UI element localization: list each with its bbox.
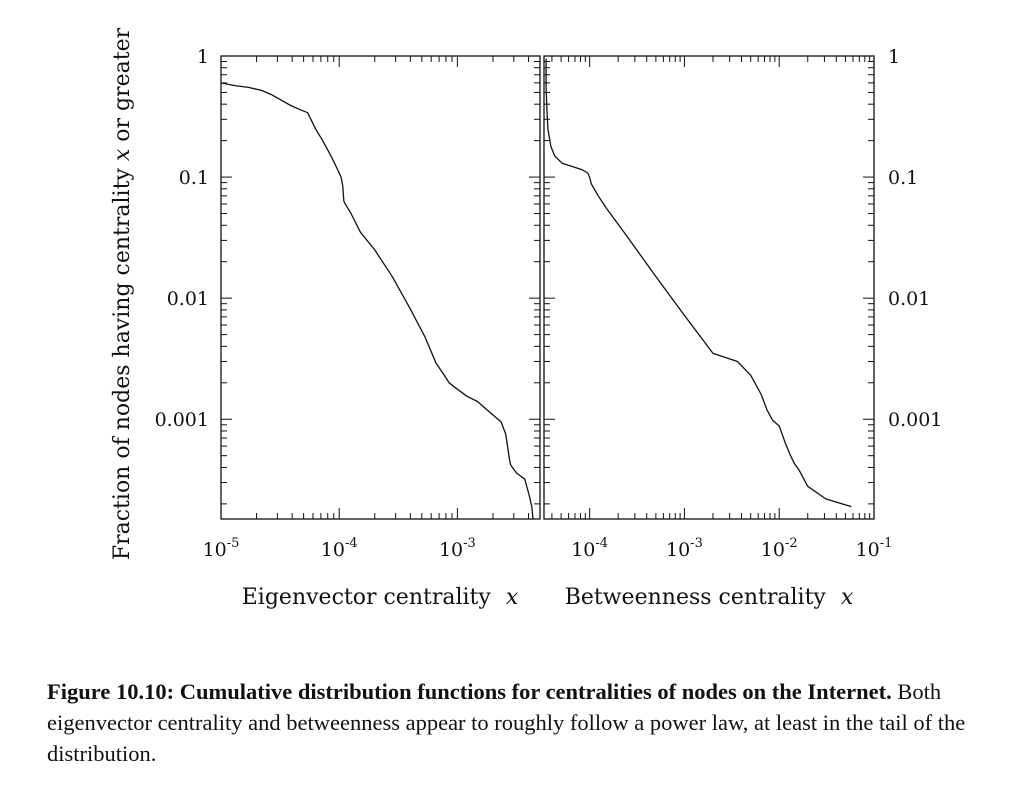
eigenvector-cdf-line xyxy=(220,82,534,520)
x-tick-label: 10-3 xyxy=(666,536,703,561)
x-tick-label: 10-5 xyxy=(203,536,240,561)
betweenness-cdf-line xyxy=(545,58,852,508)
x-tick-label: 10-2 xyxy=(761,536,798,561)
betweenness-y-tick-marks xyxy=(544,55,874,505)
y-tick-label: 1 xyxy=(888,46,900,68)
eigenvector-plot-frame xyxy=(220,55,541,520)
x-tick-base: 10 xyxy=(203,539,227,561)
eigenvector-x-tick-marks xyxy=(220,56,541,519)
y-tick-label: 0.01 xyxy=(888,288,930,310)
y-tick-label: 0.1 xyxy=(179,167,209,189)
x-tick-base: 10 xyxy=(571,539,595,561)
betweenness-panel: 10-4 10-3 10-2 10-110.10.010.001 xyxy=(543,46,942,561)
x-tick-base: 10 xyxy=(321,539,345,561)
x-tick-base: 10 xyxy=(666,539,690,561)
x-tick-exponent: -2 xyxy=(785,536,798,551)
eigenvector-y-tick-marks xyxy=(221,55,540,505)
x-tick-base: 10 xyxy=(856,539,880,561)
y-tick-label: 0.01 xyxy=(167,288,209,310)
betweenness-plot-frame xyxy=(543,55,875,520)
x-tick-base: 10 xyxy=(761,539,785,561)
betweenness-x-tick-marks xyxy=(551,56,875,519)
y-tick-label: 0.001 xyxy=(888,409,942,431)
y-tick-label: 1 xyxy=(197,46,209,68)
x-tick-base: 10 xyxy=(439,539,463,561)
x-tick-label: 10-4 xyxy=(321,536,358,561)
x-axis-title-left: Eigenvector centrality x xyxy=(242,585,519,610)
x-axis-title-right: Betweenness centrality x xyxy=(565,585,854,610)
caption-title: Figure 10.10: Cumulative distribution fu… xyxy=(47,679,892,704)
x-tick-label: 10-4 xyxy=(571,536,608,561)
y-axis-title: Fraction of nodes having centrality x or… xyxy=(110,27,135,560)
x-tick-exponent: -4 xyxy=(345,536,358,551)
figure-panels: 10-5 10-4 10-310.10.010.001 10-4 10-3 10-2 10… xyxy=(110,27,942,610)
x-tick-exponent: -5 xyxy=(227,536,240,551)
x-tick-label: 10-1 xyxy=(856,536,893,561)
y-tick-label: 0.1 xyxy=(888,167,918,189)
x-tick-exponent: -4 xyxy=(595,536,608,551)
y-tick-label: 0.001 xyxy=(155,409,209,431)
figure-caption: Figure 10.10: Cumulative distribution fu… xyxy=(47,676,1012,769)
x-tick-exponent: -1 xyxy=(880,536,893,551)
x-tick-exponent: -3 xyxy=(690,536,703,551)
x-tick-exponent: -3 xyxy=(463,536,476,551)
x-tick-label: 10-3 xyxy=(439,536,476,561)
caption-body: Both eigenvector centrality and betweenn… xyxy=(47,679,966,766)
eigenvector-panel: 10-5 10-4 10-310.10.010.001 xyxy=(155,46,541,561)
